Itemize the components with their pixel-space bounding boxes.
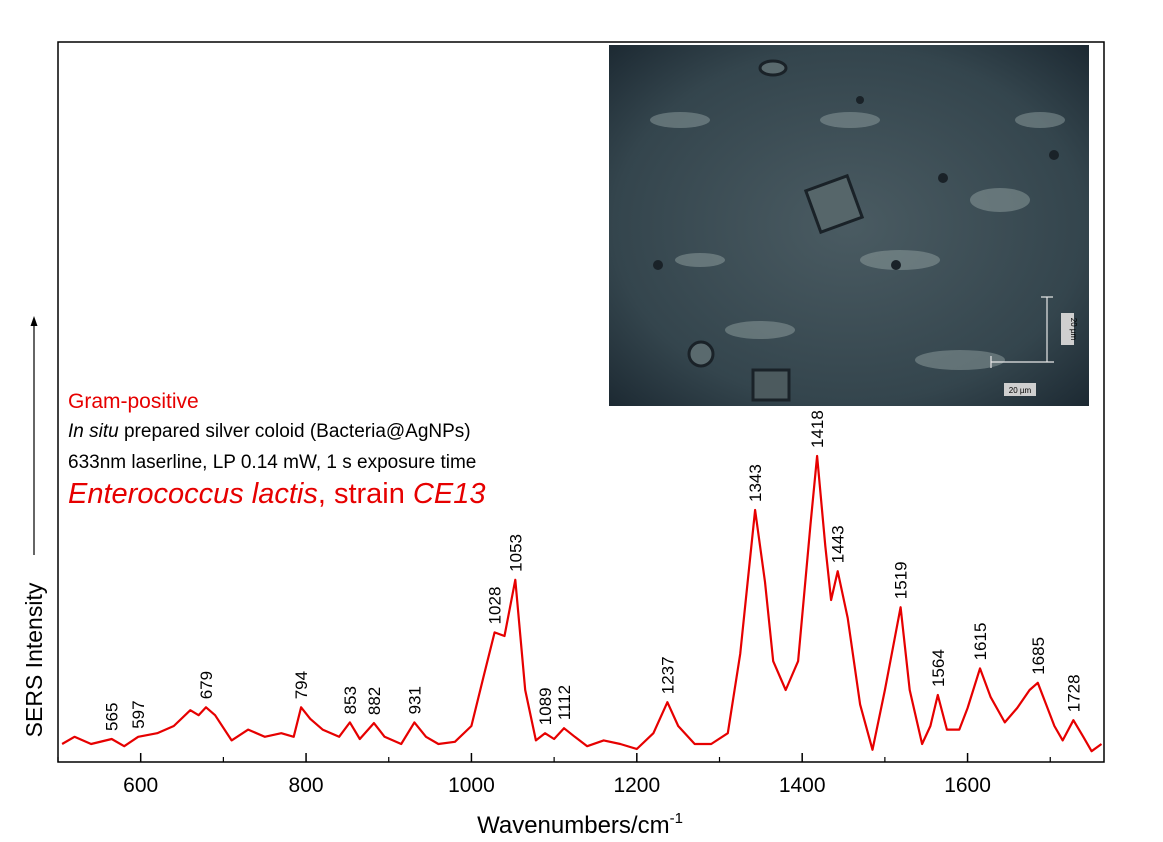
peak-label: 853 (341, 686, 360, 714)
plot-frame (57, 41, 1105, 763)
x-tick-label: 1200 (613, 774, 660, 797)
inset-image: 20 µm 20 µm (609, 45, 1089, 406)
scale-label: 20 µm (1069, 318, 1078, 341)
peak-label: 1028 (486, 587, 505, 625)
peak-label: 931 (405, 686, 424, 714)
peak-label: 882 (365, 687, 384, 715)
x-tick-label: 600 (123, 774, 158, 797)
spectrum-line (61, 454, 1103, 753)
peak-label: 1343 (746, 464, 765, 502)
x-label-sup: -1 (670, 810, 683, 827)
method-italic: In situ (68, 421, 119, 442)
method-label: In situ prepared silver coloid (Bacteria… (68, 421, 471, 442)
peak-label: 1418 (808, 410, 827, 448)
y-axis-label: SERS Intensity (21, 582, 47, 737)
peak-label: 1519 (892, 561, 911, 599)
x-tick-label: 1000 (448, 774, 495, 797)
conditions-label: 633nm laserline, LP 0.14 mW, 1 s exposur… (68, 452, 476, 473)
group-label: Gram-positive (68, 390, 199, 413)
species-name: Enterococcus lactis (68, 478, 318, 510)
y-arrow (30, 316, 38, 555)
peak-label: 1112 (555, 685, 574, 720)
species-label: Enterococcus lactis, strain CE13 (68, 478, 485, 510)
peak-label: 1564 (929, 649, 948, 687)
peak-label: 1089 (536, 687, 555, 725)
peak-label: 1443 (829, 525, 848, 563)
method-rest: prepared silver coloid (Bacteria@AgNPs) (119, 421, 471, 442)
peak-label: 565 (103, 703, 122, 731)
peak-label: 1685 (1029, 637, 1048, 675)
scale-label: 20 µm (1009, 386, 1032, 395)
peak-label: 1237 (658, 656, 677, 694)
species-sep: , strain (318, 478, 413, 510)
x-tick-label: 1600 (944, 774, 991, 797)
peak-label: 794 (292, 671, 311, 699)
peak-label: 1053 (506, 534, 525, 572)
x-axis-label: Wavenumbers/cm-1 (477, 810, 683, 839)
x-tick-label: 800 (289, 774, 324, 797)
peak-label: 597 (129, 700, 148, 728)
peak-label: 679 (197, 671, 216, 699)
x-tick-label: 1400 (779, 774, 826, 797)
peak-label: 1728 (1064, 674, 1083, 712)
peak-label: 1615 (971, 623, 990, 661)
x-label-text: Wavenumbers/cm (477, 812, 670, 839)
strain-name: CE13 (413, 478, 486, 510)
